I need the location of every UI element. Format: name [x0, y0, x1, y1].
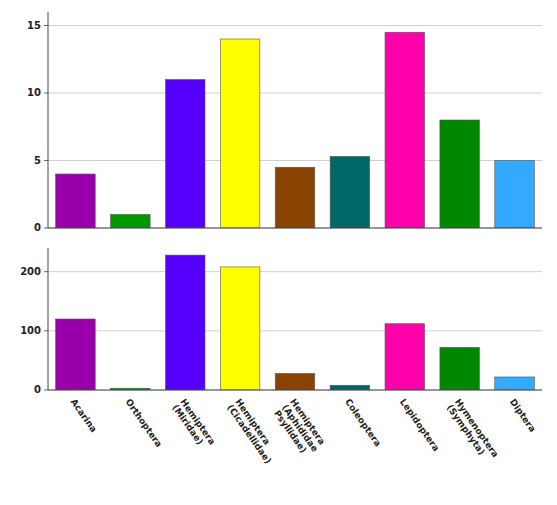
tick-label: 5 [34, 155, 41, 166]
bar [330, 156, 370, 228]
grid-line [48, 330, 542, 331]
bar [385, 32, 425, 228]
x-axis [48, 228, 542, 229]
tick-label: 200 [20, 266, 41, 277]
panel: 0 5 10 15 [27, 12, 542, 233]
tick-label: 100 [20, 325, 41, 336]
bar [495, 161, 535, 229]
bar [111, 215, 151, 229]
category-label: Diptera [508, 397, 538, 434]
bar [440, 347, 480, 390]
grid-line [48, 25, 542, 26]
bar [440, 120, 480, 228]
tick-label: 0 [34, 222, 41, 233]
bar [385, 324, 425, 390]
category-label: Lepidoptera [398, 397, 441, 453]
bar [275, 167, 315, 228]
tick-mark [44, 228, 48, 229]
grid-line [48, 271, 542, 272]
bar [220, 267, 260, 390]
grid-line [48, 228, 542, 229]
tick-mark [44, 271, 48, 272]
tick-mark [44, 25, 48, 26]
grid-line [48, 93, 542, 94]
category-label: Hemiptera(Miridae) [170, 397, 217, 452]
chart: 0510150100200AcarinaOrthopteraHemiptera(… [0, 0, 557, 505]
category-label: Hemiptera(AphididaePsyllidae) [272, 397, 328, 459]
x-axis [48, 390, 542, 391]
tick-label: 15 [27, 20, 41, 31]
tick-mark [44, 160, 48, 161]
tick-label: 10 [27, 87, 41, 98]
grid-line [48, 390, 542, 391]
bar [220, 39, 260, 228]
category-label: Hemiptera(Cicadellidae) [225, 397, 281, 466]
bar [330, 385, 370, 390]
tick-mark [44, 330, 48, 331]
category-label: Hymenoptera(Symphyta) [445, 397, 501, 465]
panel: 0 100 200 Acarina OrthopteraHemiptera(Mirida… [20, 248, 542, 466]
category-label: Coleoptera [343, 397, 383, 448]
category-label: Orthoptera [124, 397, 165, 449]
bars [56, 255, 535, 390]
tick-mark [44, 390, 48, 391]
category-label: Acarina [69, 397, 99, 434]
bar [165, 255, 205, 390]
y-axis [48, 248, 49, 390]
bar [56, 319, 96, 390]
bar [56, 174, 96, 228]
bar [495, 377, 535, 390]
bar [165, 80, 205, 229]
bar [275, 373, 315, 390]
tick-label: 0 [34, 384, 41, 395]
bars [56, 32, 535, 228]
y-axis [48, 12, 49, 228]
tick-mark [44, 93, 48, 94]
